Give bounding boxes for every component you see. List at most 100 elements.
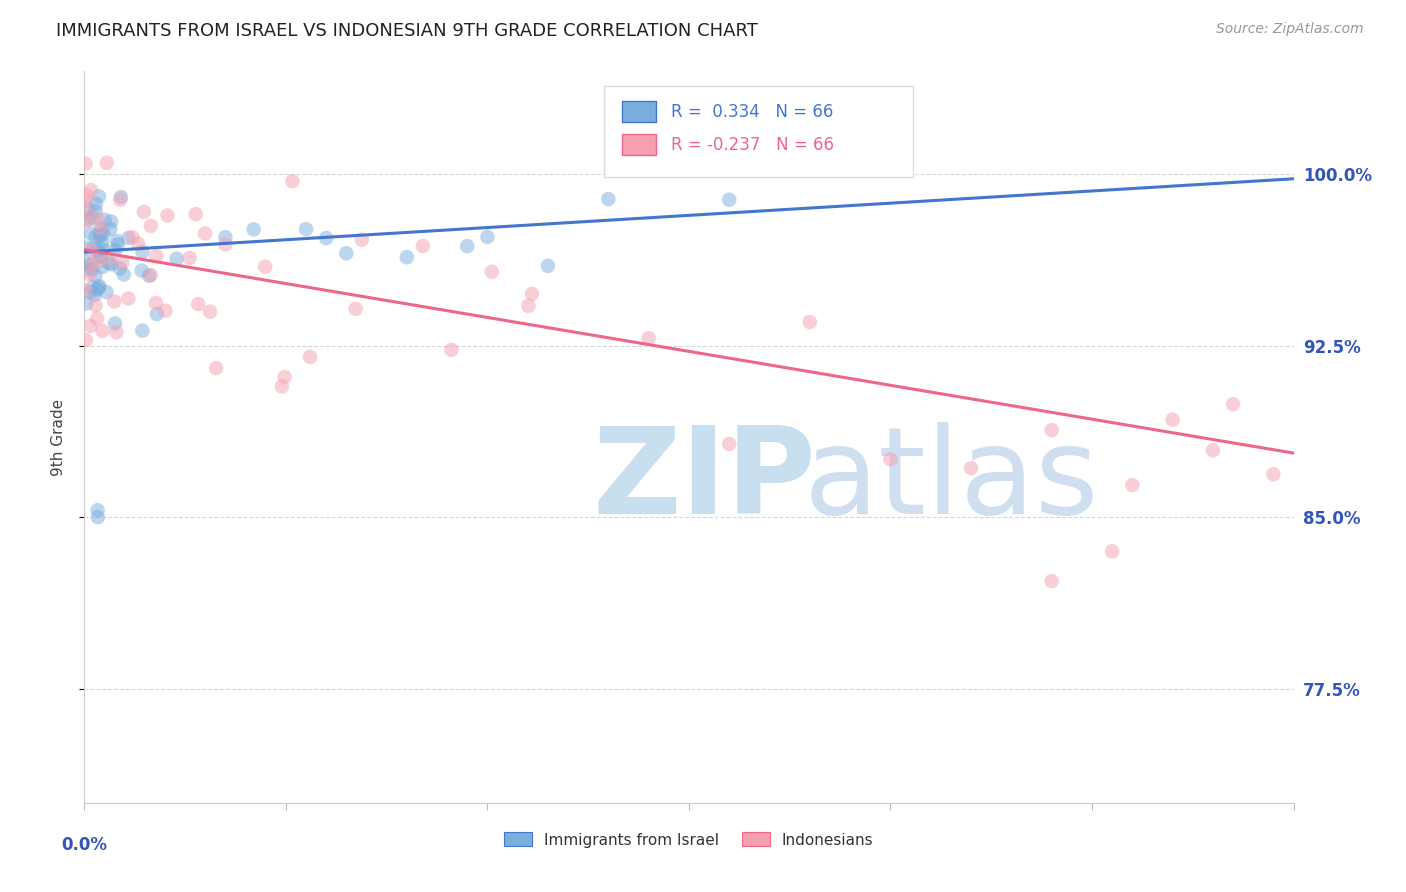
Point bbox=[93, 227, 115, 242]
Point bbox=[1263, 467, 1285, 482]
Text: Source: ZipAtlas.com: Source: ZipAtlas.com bbox=[1216, 22, 1364, 37]
Text: atlas: atlas bbox=[804, 423, 1099, 540]
Point bbox=[84, 197, 107, 211]
Point bbox=[254, 260, 277, 274]
Point bbox=[344, 301, 367, 316]
Point bbox=[179, 251, 201, 265]
Point bbox=[520, 286, 543, 301]
Point bbox=[82, 261, 104, 276]
Y-axis label: 9th Grade: 9th Grade bbox=[51, 399, 66, 475]
Point bbox=[84, 203, 107, 218]
Point bbox=[91, 235, 114, 250]
Point bbox=[281, 174, 304, 188]
Text: ZIP: ZIP bbox=[592, 423, 815, 540]
Point bbox=[76, 202, 98, 216]
Bar bbox=[623, 102, 657, 122]
Point bbox=[145, 249, 167, 263]
Point bbox=[537, 259, 560, 273]
Point bbox=[97, 256, 120, 270]
Point bbox=[139, 268, 162, 282]
Point bbox=[90, 227, 112, 242]
Point bbox=[87, 510, 110, 524]
Point bbox=[91, 260, 114, 274]
Point bbox=[214, 237, 236, 252]
Legend: Immigrants from Israel, Indonesians: Immigrants from Israel, Indonesians bbox=[498, 826, 880, 854]
Point bbox=[82, 241, 104, 255]
Point bbox=[132, 204, 155, 219]
Point bbox=[145, 296, 167, 310]
Point bbox=[79, 318, 101, 333]
Point bbox=[295, 222, 318, 236]
Point bbox=[960, 461, 983, 475]
Point bbox=[335, 246, 357, 260]
Point bbox=[86, 211, 108, 226]
Point bbox=[75, 262, 97, 277]
Point bbox=[205, 361, 228, 376]
Point bbox=[121, 230, 143, 244]
Point bbox=[456, 239, 478, 253]
Point bbox=[98, 252, 121, 266]
Point bbox=[89, 250, 111, 264]
Point bbox=[80, 227, 103, 241]
Text: R =  0.334   N = 66: R = 0.334 N = 66 bbox=[671, 103, 834, 120]
Point bbox=[86, 311, 108, 326]
Point bbox=[637, 331, 659, 345]
Point bbox=[94, 212, 117, 227]
Point bbox=[139, 219, 162, 233]
Point bbox=[101, 257, 124, 271]
Point bbox=[138, 268, 160, 283]
Point bbox=[517, 299, 540, 313]
Point bbox=[1040, 574, 1063, 588]
Point bbox=[117, 292, 139, 306]
Text: 0.0%: 0.0% bbox=[62, 836, 107, 854]
Point bbox=[104, 243, 127, 257]
Point bbox=[273, 370, 295, 384]
Point bbox=[395, 250, 418, 264]
Point bbox=[84, 229, 107, 244]
Point bbox=[79, 268, 101, 282]
Point bbox=[77, 212, 100, 227]
Point bbox=[90, 221, 112, 235]
Point bbox=[76, 205, 98, 219]
Point bbox=[105, 326, 128, 340]
Point bbox=[86, 254, 108, 268]
Point bbox=[80, 258, 103, 272]
Point bbox=[86, 244, 108, 259]
Point bbox=[1121, 478, 1143, 492]
Point bbox=[481, 265, 503, 279]
Point bbox=[110, 193, 132, 207]
Point bbox=[412, 239, 434, 253]
Point bbox=[91, 324, 114, 338]
Point bbox=[75, 156, 97, 170]
Point bbox=[350, 233, 373, 247]
Point bbox=[75, 296, 97, 310]
Point bbox=[104, 317, 127, 331]
Point bbox=[96, 156, 118, 170]
Point bbox=[156, 209, 179, 223]
Point bbox=[214, 230, 236, 244]
Point bbox=[477, 230, 499, 244]
Point bbox=[718, 193, 741, 207]
Point bbox=[86, 283, 108, 297]
Point bbox=[75, 333, 97, 347]
Point bbox=[117, 231, 139, 245]
Point bbox=[799, 315, 821, 329]
Point bbox=[155, 303, 177, 318]
Point bbox=[440, 343, 463, 357]
Point bbox=[1101, 544, 1123, 558]
Point bbox=[84, 298, 107, 312]
Point bbox=[80, 183, 103, 197]
Point bbox=[146, 307, 169, 321]
Point bbox=[75, 284, 97, 298]
Point bbox=[98, 222, 121, 236]
Point bbox=[87, 189, 110, 203]
Point bbox=[166, 252, 188, 266]
FancyBboxPatch shape bbox=[605, 86, 912, 178]
Point bbox=[111, 256, 134, 270]
Point bbox=[1222, 397, 1244, 411]
Point bbox=[598, 192, 620, 206]
Point bbox=[112, 268, 135, 282]
Point bbox=[87, 241, 110, 255]
Point bbox=[108, 261, 131, 276]
Point bbox=[80, 211, 103, 225]
